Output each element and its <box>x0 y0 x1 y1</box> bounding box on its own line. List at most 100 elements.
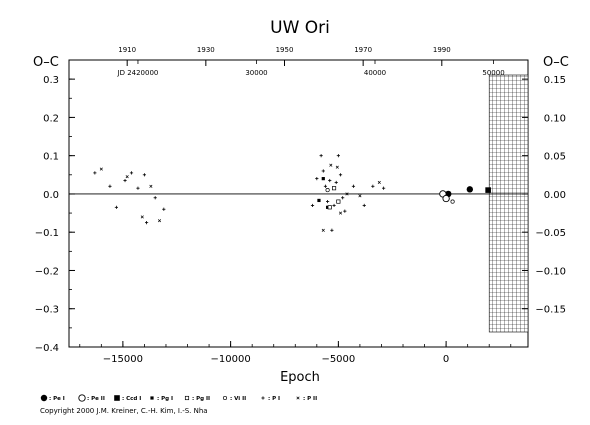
point-p-i <box>321 169 325 173</box>
legend-pg-ii-marker <box>184 395 190 401</box>
y-tick-label: 0.0 <box>43 190 59 201</box>
point-p-ii-b <box>157 219 162 223</box>
legend-p-ii-marker <box>296 396 300 400</box>
copyright-text: Copyright 2000 J.M. Kreiner, C.-H. Kim, … <box>40 407 208 415</box>
legend-pe-i-marker <box>40 394 48 402</box>
point-p-ii-b <box>345 192 349 196</box>
point-pg-ii <box>336 199 341 204</box>
legend-pg-ii-label: : Pg II <box>192 396 210 402</box>
jd-tick-label: 40000 <box>364 69 386 77</box>
point-p-i <box>136 186 140 190</box>
point-p-i <box>332 203 336 208</box>
point-p-i <box>338 173 343 177</box>
point-p-ii-b <box>329 163 333 167</box>
point-p-i <box>129 171 134 175</box>
x-axis-label: Epoch <box>280 370 320 385</box>
legend-pg-i-marker <box>150 396 154 400</box>
point-p-i <box>362 203 366 208</box>
jd-tick-label: JD 2420000 <box>117 69 159 77</box>
point-p-ii <box>149 184 153 188</box>
point-p-ii <box>140 215 144 219</box>
point-p-ii-b <box>321 228 325 232</box>
legend-pe-ii-marker <box>78 394 86 402</box>
point-pe-ii <box>442 194 450 203</box>
legend-ccd-i-label: : Ccd I <box>122 396 141 402</box>
point-ccd-i <box>485 187 491 193</box>
x-tick-label: 0 <box>443 354 449 365</box>
year-tick-label: 1970 <box>354 46 372 54</box>
y-axis-label-right: O–C <box>543 55 569 70</box>
point-p-i <box>162 207 166 211</box>
point-pg-i <box>317 198 321 203</box>
point-p-ii <box>338 211 343 215</box>
x-tick-label: −5000 <box>321 354 355 365</box>
chart-title: UW Ori <box>270 18 330 38</box>
y-tick-label: 0.2 <box>43 113 59 124</box>
point-p-ii-b <box>377 180 381 185</box>
point-p-ii-b <box>99 167 103 171</box>
plot-frame <box>68 59 529 348</box>
legend-p-i-marker <box>261 396 265 400</box>
legend-p-i-label: : P I <box>268 396 280 402</box>
point-p-i <box>334 180 338 185</box>
legend-vi-ii-label: : Vi II <box>230 396 246 402</box>
legend-p-ii-label: : P II <box>303 396 317 402</box>
jd-tick-label: 50000 <box>482 69 504 77</box>
point-vi-ii <box>325 188 330 193</box>
y-tick-label: −0.2 <box>35 266 59 277</box>
y-tick-label: −0.3 <box>35 305 59 316</box>
y-tick-label: −0.1 <box>35 228 59 239</box>
point-pg-i <box>321 177 325 181</box>
point-p-i <box>153 196 157 200</box>
point-p-ii <box>321 228 325 232</box>
legend-pg-i-label: : Pg I <box>157 396 173 402</box>
legend-vi-ii-marker <box>222 395 228 401</box>
point-p-i <box>315 177 319 181</box>
point-p-i <box>351 184 356 188</box>
legend-pe-i-label: : Pe I <box>49 396 65 402</box>
y-axis-label-left: O–C <box>33 55 59 70</box>
jd-tick-label: 30000 <box>245 69 267 77</box>
point-p-i <box>144 221 149 225</box>
point-p-i <box>328 178 332 183</box>
point-p-i <box>341 196 345 200</box>
x-tick-label: −15000 <box>103 354 143 365</box>
point-p-ii-b <box>358 194 362 198</box>
point-p-i <box>323 184 328 188</box>
future-hatched-region <box>488 74 529 333</box>
y-tick-label: 0.3 <box>43 75 59 86</box>
point-p-i <box>93 171 97 175</box>
year-tick-label: 1950 <box>276 46 294 54</box>
y-tick-label: −0.4 <box>35 343 59 354</box>
point-p-i <box>343 209 347 213</box>
legend-ccd-i-marker <box>114 395 120 401</box>
point-p-ii <box>125 175 129 179</box>
y2-tick-label: −0.15 <box>535 305 566 316</box>
point-p-ii <box>345 192 349 196</box>
year-tick-label: 1910 <box>118 46 136 54</box>
point-p-i <box>336 154 340 158</box>
legend-pe-ii-label: : Pe II <box>87 396 105 402</box>
y2-tick-label: −0.10 <box>535 266 566 277</box>
x-tick-label: −10000 <box>211 354 251 365</box>
legend: : Pe I : Pe II : Ccd I : Pg I : Pg II : Vi II… <box>40 394 317 402</box>
year-tick-label: 1930 <box>197 46 215 54</box>
y2-tick-label: 0.05 <box>544 152 566 163</box>
legend-p-ii-marker-b <box>296 396 300 400</box>
point-p-ii-b <box>125 175 129 179</box>
point-p-ii <box>377 180 381 185</box>
point-p-i <box>319 154 323 158</box>
point-p-ii <box>99 167 103 171</box>
point-p-i <box>114 205 119 209</box>
y-tick-label: 0.1 <box>43 152 59 163</box>
point-p-ii-b <box>335 165 339 169</box>
point-p-i <box>382 186 386 190</box>
y2-tick-label: 0.10 <box>544 113 566 124</box>
point-p-i <box>142 173 147 177</box>
point-pg-ii <box>332 186 337 191</box>
point-p-ii <box>329 163 333 167</box>
point-pg-i <box>325 205 330 209</box>
point-p-ii-b <box>149 184 153 188</box>
point-p-ii-b <box>140 215 144 219</box>
